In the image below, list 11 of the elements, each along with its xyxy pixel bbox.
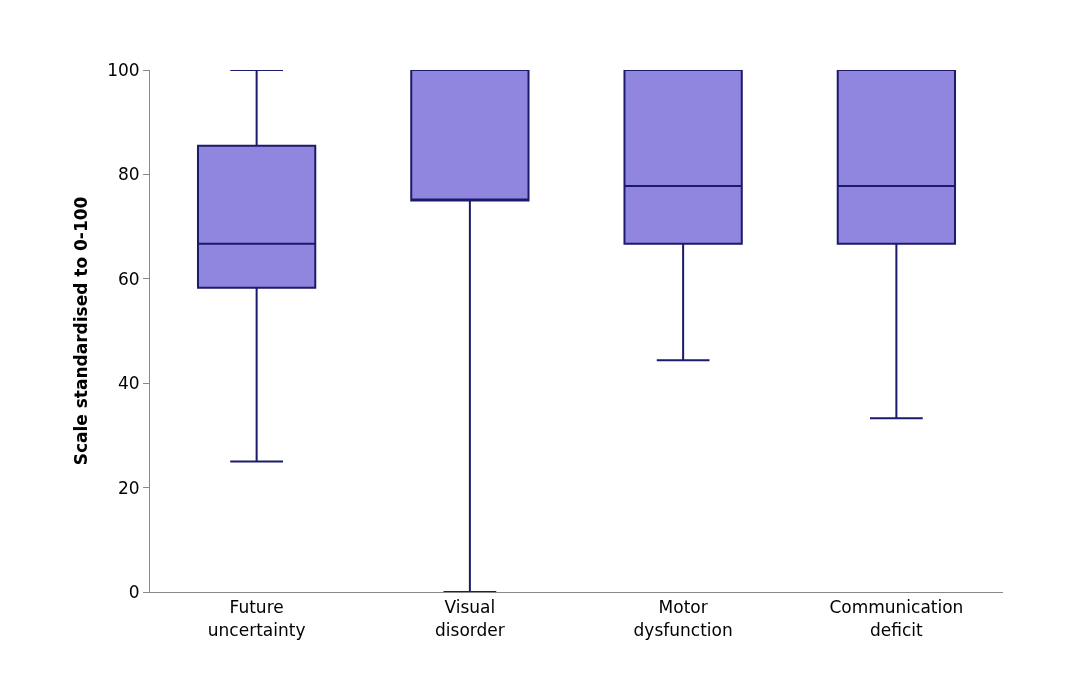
y-tick-label: 60 — [117, 268, 140, 289]
x-tick-label: Future uncertainty — [207, 597, 306, 640]
x-tick-label: Communication deficit — [829, 597, 964, 640]
y-tick-label: 20 — [117, 477, 140, 498]
y-tick-label: 0 — [128, 581, 140, 602]
y-tick-label: 100 — [107, 59, 140, 80]
x-tick-label: Visual disorder — [435, 597, 505, 640]
y-tick-label: 80 — [117, 164, 140, 185]
x-tick-label: Motor dysfunction — [633, 597, 733, 640]
y-tick-label: 40 — [117, 373, 140, 394]
y-axis-title: Scale standardised to 0-100 — [70, 196, 91, 466]
